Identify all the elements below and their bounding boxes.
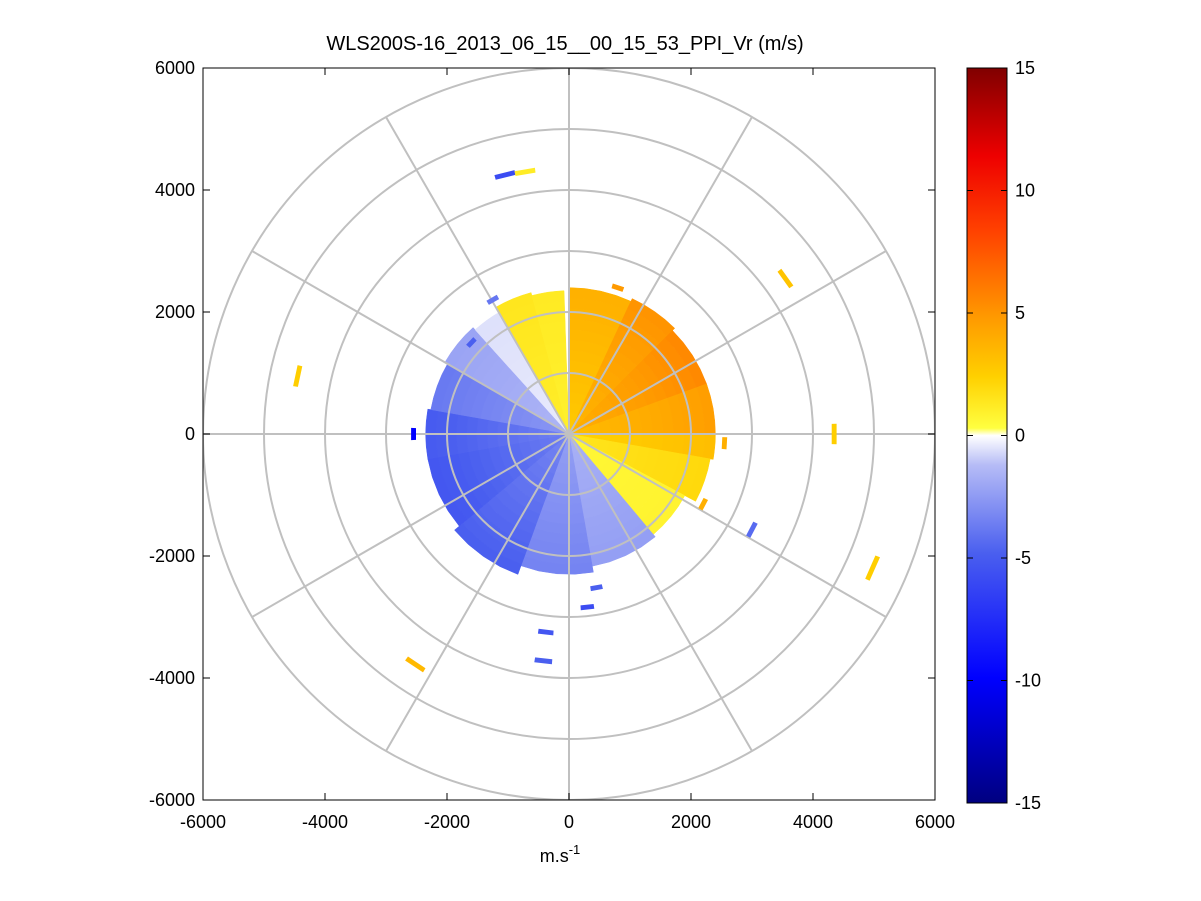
x-tick-label: -4000 xyxy=(302,812,348,832)
y-tick-label: 6000 xyxy=(155,58,195,78)
x-tick-label: 0 xyxy=(564,812,574,832)
field-cell xyxy=(554,461,577,475)
polar-grid xyxy=(203,68,935,800)
isolated-return xyxy=(494,170,516,180)
field-cell xyxy=(686,456,711,502)
field-cell xyxy=(671,433,685,455)
isolated-return xyxy=(534,657,553,665)
field-cell xyxy=(692,433,706,458)
isolated-return xyxy=(831,423,837,445)
field-cell xyxy=(640,433,653,449)
isolated-return xyxy=(721,437,728,450)
isolated-return xyxy=(698,497,708,511)
isolated-return xyxy=(514,167,536,176)
isolated-return xyxy=(486,294,500,305)
isolated-return xyxy=(580,604,595,611)
isolated-return xyxy=(777,268,794,289)
colorbar-tick-label: -10 xyxy=(1015,671,1041,691)
x-axis: -6000 -4000 -2000 0 2000 4000 6000 xyxy=(180,68,955,832)
y-tick-label: -4000 xyxy=(149,668,195,688)
colorbar-tick-label: 5 xyxy=(1015,303,1025,323)
colorbar-tick-label: -15 xyxy=(1015,793,1041,813)
y-tick-label: 0 xyxy=(185,424,195,444)
velocity-field xyxy=(425,287,716,575)
isolated-return xyxy=(405,656,426,673)
colorbar-tick-label: 15 xyxy=(1015,58,1035,78)
isolated-return xyxy=(590,584,603,592)
isolated-return xyxy=(611,283,625,292)
isolated-return xyxy=(746,521,758,538)
colorbar-tick-label: 0 xyxy=(1015,426,1025,446)
isolated-return xyxy=(466,337,477,348)
x-tick-label: 4000 xyxy=(793,812,833,832)
grid-spoke xyxy=(385,433,570,752)
colorbar-tick-label: -5 xyxy=(1015,548,1031,568)
field-cell xyxy=(531,290,565,306)
y-tick-label: 2000 xyxy=(155,302,195,322)
x-tick-label: 2000 xyxy=(671,812,711,832)
grid-spoke xyxy=(251,433,570,618)
y-tick-label: -2000 xyxy=(149,546,195,566)
isolated-return xyxy=(293,365,303,387)
grid-spoke xyxy=(385,116,570,435)
field-cell xyxy=(702,433,716,460)
isolated-return xyxy=(865,555,880,581)
isolated-return xyxy=(411,427,416,441)
x-tick-label: 6000 xyxy=(915,812,955,832)
grid-spoke xyxy=(568,433,753,752)
field-cell xyxy=(651,433,664,451)
colorbar xyxy=(966,67,1008,804)
colorbar-axis: -15 -10 -5 0 5 10 15 xyxy=(967,58,1041,813)
field-cell xyxy=(682,433,695,457)
colorbar-tick-label: 10 xyxy=(1015,181,1035,201)
x-axis-label: m.s-1 xyxy=(540,842,581,866)
grid-spoke xyxy=(568,433,887,618)
y-axis: -6000 -4000 -2000 0 2000 4000 6000 xyxy=(149,58,935,810)
y-tick-label: 4000 xyxy=(155,180,195,200)
chart-title: WLS200S-16_2013_06_15__00_15_53_PPI_Vr (… xyxy=(326,33,803,55)
grid-spoke xyxy=(568,116,753,435)
isolated-returns xyxy=(293,167,880,673)
y-tick-label: -6000 xyxy=(149,790,195,810)
grid-spoke xyxy=(568,250,887,435)
x-tick-label: -6000 xyxy=(180,812,226,832)
x-tick-label: -2000 xyxy=(424,812,470,832)
isolated-return xyxy=(537,628,554,636)
field-cell xyxy=(630,433,643,447)
field-cell xyxy=(661,433,674,453)
grid-spoke xyxy=(251,250,570,435)
